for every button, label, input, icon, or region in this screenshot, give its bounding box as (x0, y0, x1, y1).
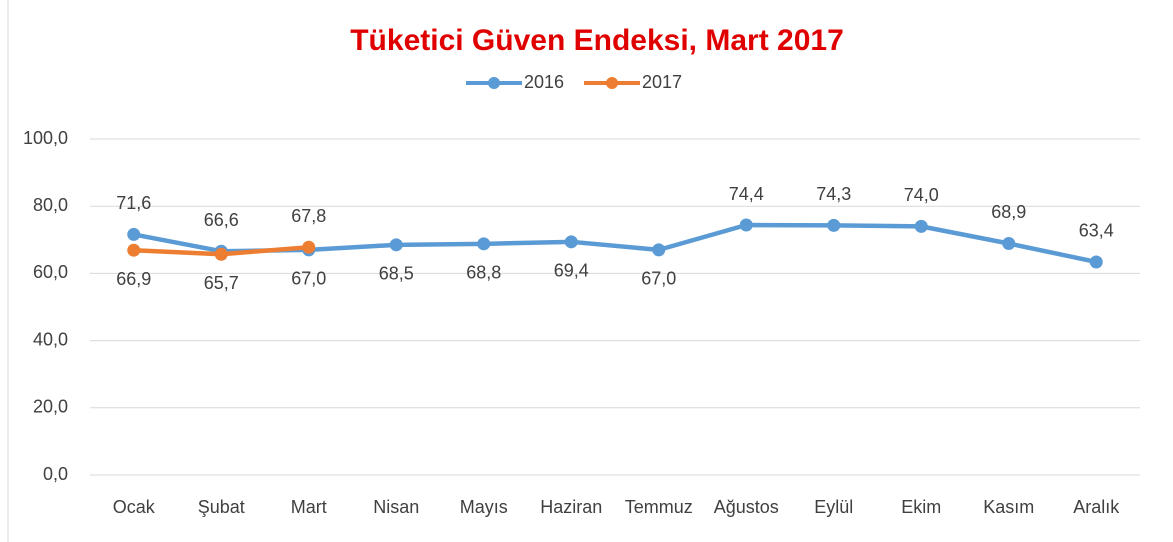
point-marker (827, 218, 841, 232)
data-label: 67,0 (291, 269, 326, 289)
data-label: 66,9 (116, 269, 151, 289)
data-label: 71,6 (116, 193, 151, 213)
legend-label: 2017 (642, 72, 682, 92)
x-tick-label: Ocak (113, 497, 156, 517)
data-label: 74,4 (729, 184, 764, 204)
y-tick-label: 40,0 (33, 329, 68, 349)
point-marker (914, 219, 928, 233)
point-marker (127, 243, 141, 257)
x-tick-label: Temmuz (625, 497, 693, 517)
data-label: 65,7 (204, 273, 239, 293)
data-label: 68,5 (379, 264, 414, 284)
chart-title: Tüketici Güven Endeksi, Mart 2017 (350, 24, 844, 57)
data-label: 68,8 (466, 263, 501, 283)
x-tick-label: Şubat (198, 497, 245, 517)
data-label: 63,4 (1079, 221, 1114, 241)
data-label: 67,0 (641, 269, 676, 289)
point-marker (1002, 236, 1016, 250)
legend-marker (488, 77, 500, 89)
x-tick-label: Aralık (1073, 497, 1120, 517)
y-tick-label: 100,0 (23, 128, 68, 148)
y-tick-label: 0,0 (43, 464, 68, 484)
point-marker (389, 238, 403, 252)
data-label: 66,6 (204, 210, 239, 230)
y-tick-label: 20,0 (33, 397, 68, 417)
data-label: 68,9 (991, 202, 1026, 222)
data-label: 74,3 (816, 184, 851, 204)
data-label: 67,8 (291, 206, 326, 226)
point-marker (477, 237, 491, 251)
x-tick-label: Kasım (983, 497, 1034, 517)
series-line (133, 222, 1097, 265)
x-tick-label: Ekim (901, 497, 941, 517)
legend-marker (606, 77, 618, 89)
x-tick-label: Mart (291, 497, 327, 517)
point-marker (127, 227, 141, 241)
point-marker (1089, 255, 1103, 269)
data-label: 74,0 (904, 185, 939, 205)
point-marker (739, 218, 753, 232)
x-tick-label: Haziran (540, 497, 602, 517)
x-tick-label: Ağustos (714, 497, 779, 517)
legend-label: 2016 (524, 72, 564, 92)
x-tick-label: Mayıs (460, 497, 508, 517)
point-marker (302, 240, 316, 254)
x-tick-label: Eylül (814, 497, 853, 517)
point-marker (652, 243, 666, 257)
y-tick-label: 60,0 (33, 262, 68, 282)
point-marker (564, 235, 578, 249)
data-label: 69,4 (554, 261, 589, 281)
x-tick-label: Nisan (373, 497, 419, 517)
point-marker (214, 247, 228, 261)
y-tick-label: 80,0 (33, 195, 68, 215)
